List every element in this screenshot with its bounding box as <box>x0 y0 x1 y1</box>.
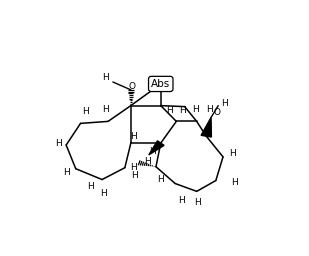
Text: H: H <box>102 72 109 82</box>
Text: H: H <box>206 105 213 114</box>
Text: H: H <box>144 157 151 166</box>
Text: H: H <box>64 168 70 177</box>
Text: H: H <box>100 189 107 198</box>
Text: H: H <box>56 138 62 147</box>
Text: H: H <box>102 105 109 114</box>
Text: H: H <box>179 106 186 115</box>
Text: H: H <box>194 198 201 207</box>
Text: H: H <box>192 105 199 114</box>
Text: H: H <box>221 99 228 108</box>
Text: Abs: Abs <box>151 79 170 89</box>
Text: H: H <box>178 196 184 205</box>
Text: H: H <box>82 107 89 116</box>
Text: O: O <box>129 82 136 91</box>
Text: H: H <box>131 171 138 180</box>
Text: H: H <box>157 175 164 184</box>
Polygon shape <box>201 118 211 137</box>
Polygon shape <box>149 141 164 155</box>
Text: H: H <box>87 182 94 191</box>
Text: H: H <box>130 132 137 141</box>
Text: H: H <box>232 178 238 187</box>
Text: H: H <box>166 106 172 115</box>
Text: H: H <box>149 147 156 156</box>
Text: O: O <box>214 108 221 117</box>
Text: H: H <box>229 150 236 158</box>
Text: H: H <box>130 163 137 172</box>
